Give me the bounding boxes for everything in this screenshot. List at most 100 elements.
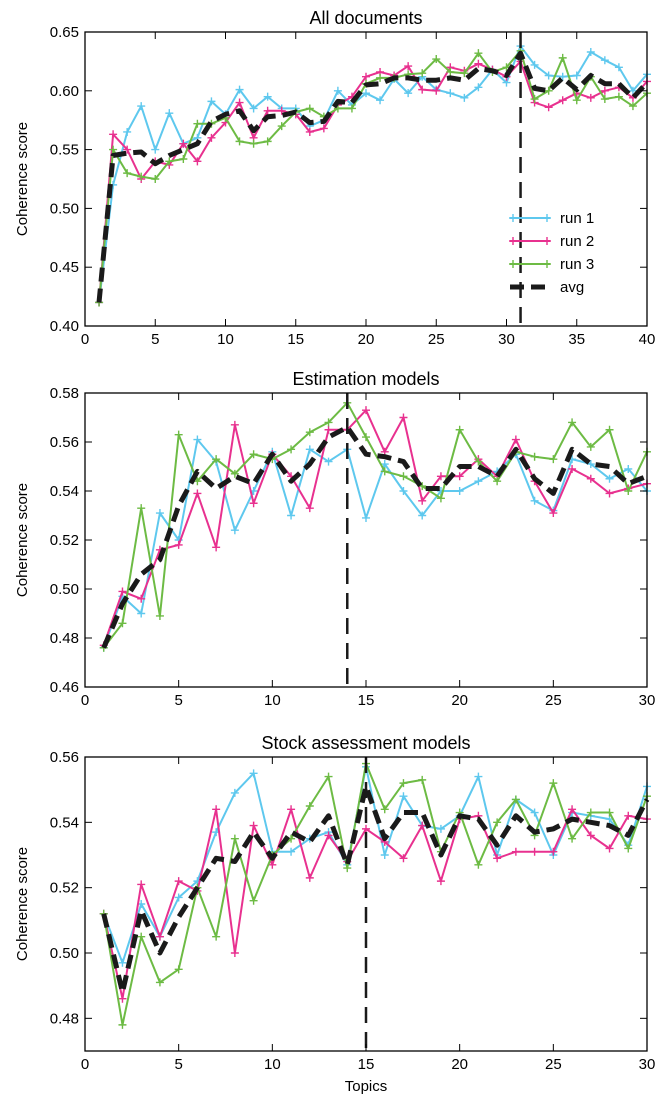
y-tick-label: 0.55	[50, 142, 79, 159]
chart-title: Stock assessment models	[261, 733, 470, 753]
data-point	[455, 472, 464, 481]
data-point	[474, 860, 483, 869]
y-tick-label: 0.60	[50, 83, 79, 100]
series-line-run-1	[102, 438, 648, 649]
data-point	[399, 487, 408, 495]
x-tick-label: 15	[358, 692, 375, 709]
data-point	[600, 95, 609, 104]
data-point	[511, 435, 520, 444]
data-point	[155, 978, 164, 987]
data-point	[324, 457, 333, 466]
data-point	[418, 69, 427, 78]
data-point	[572, 71, 581, 80]
data-point	[436, 472, 445, 481]
legend-label-run-1: run 1	[560, 210, 594, 227]
data-point	[376, 96, 385, 105]
data-point	[455, 425, 464, 434]
data-point	[530, 95, 539, 104]
data-point	[418, 496, 427, 505]
series-line-run-3	[102, 762, 648, 1026]
x-tick-label: 35	[568, 331, 585, 348]
data-point	[493, 477, 502, 486]
x-tick-label: 30	[639, 692, 656, 709]
data-point	[628, 86, 637, 95]
data-point	[305, 445, 314, 454]
data-point	[572, 96, 581, 105]
x-axis-label: Topics	[345, 1078, 388, 1095]
data-point	[404, 62, 413, 71]
data-point	[333, 86, 342, 95]
data-point	[324, 772, 333, 781]
data-point	[249, 769, 258, 778]
data-point	[249, 139, 258, 148]
data-point	[600, 56, 609, 65]
data-point	[624, 844, 633, 853]
data-point	[165, 109, 174, 118]
data-point	[605, 808, 614, 817]
chart-title: Estimation models	[292, 369, 439, 389]
data-point	[418, 85, 427, 94]
data-point	[549, 509, 558, 518]
data-point	[399, 413, 408, 422]
data-point	[263, 137, 272, 146]
data-point	[493, 854, 502, 863]
data-point	[432, 86, 441, 95]
x-tick-label: 0	[81, 1056, 89, 1073]
legend-marker	[543, 260, 551, 268]
legend-label-avg: avg	[560, 279, 584, 296]
data-point	[474, 59, 483, 68]
data-point	[207, 133, 216, 142]
y-axis-label: Coherence score	[14, 483, 31, 597]
y-tick-label: 0.58	[50, 385, 79, 402]
x-tick-label: 5	[174, 1056, 182, 1073]
legend: run 1 run 2 run 3 avg	[509, 210, 594, 296]
data-point	[305, 504, 314, 513]
data-point	[151, 175, 160, 183]
data-point	[287, 511, 296, 520]
x-tick-label: 10	[264, 1056, 281, 1073]
x-tick-label: 25	[545, 1056, 562, 1073]
data-point	[305, 873, 314, 882]
y-tick-label: 0.56	[50, 434, 79, 451]
data-point	[380, 851, 389, 859]
plot-frame	[84, 756, 648, 1052]
data-point	[324, 831, 333, 840]
data-point	[277, 122, 286, 131]
data-point	[605, 844, 614, 853]
data-point	[474, 83, 483, 92]
x-tick-label: 25	[428, 331, 445, 348]
data-point	[511, 795, 520, 804]
data-point	[235, 85, 244, 94]
data-point	[586, 460, 595, 469]
y-tick-label: 0.50	[50, 945, 79, 962]
data-point	[212, 543, 221, 552]
data-point	[249, 821, 258, 830]
data-point	[558, 96, 567, 105]
data-point	[277, 106, 286, 115]
x-tick-label: 5	[151, 331, 159, 348]
data-point	[174, 540, 183, 549]
x-tick-label: 0	[81, 331, 89, 348]
data-point	[118, 587, 127, 596]
data-point	[305, 104, 314, 113]
data-point	[586, 93, 595, 102]
y-tick-label: 0.50	[50, 200, 79, 217]
data-point	[249, 896, 258, 905]
data-point	[249, 450, 258, 459]
x-tick-label: 0	[81, 692, 89, 709]
data-point	[287, 847, 296, 856]
data-point	[174, 430, 183, 439]
data-point	[474, 457, 483, 466]
data-point	[118, 958, 127, 967]
data-point	[624, 464, 633, 473]
chart-panel-1: All documents Coherence score 0 5 10 15 20 25 30…	[14, 8, 655, 348]
data-point	[137, 932, 146, 941]
chart-panel-3: Stock assessment models Coherence score To…	[14, 733, 655, 1095]
data-point	[586, 808, 595, 817]
legend-label-run-2: run 2	[560, 233, 594, 250]
x-tick-label: 25	[545, 692, 562, 709]
series-line-avg	[96, 50, 649, 303]
data-point	[568, 418, 577, 427]
data-point	[446, 67, 455, 76]
x-tick-label: 20	[451, 1056, 468, 1073]
